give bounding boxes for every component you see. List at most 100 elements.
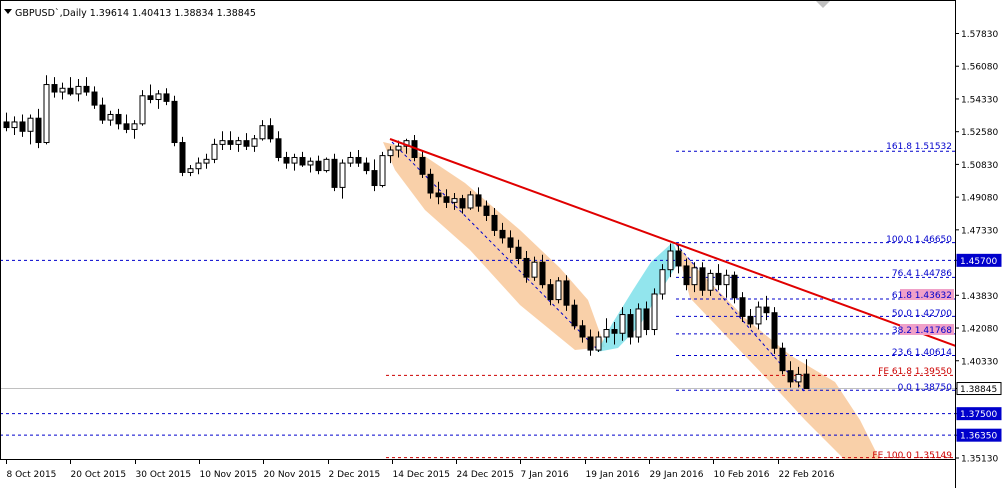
candle-body-bear — [51, 84, 58, 93]
candle-body-bear — [35, 117, 42, 144]
price-axis[interactable]: 1.57830 1.56080 1.54330 1.52580 1.50830 1.490… — [955, 0, 1002, 488]
fib-label-23-6: 23.6 1.40614 — [892, 348, 952, 358]
candle — [227, 131, 234, 151]
candle-body-bear — [507, 237, 514, 248]
candle-body-bear — [371, 170, 378, 187]
level-price-label-box — [956, 428, 1002, 442]
candle — [747, 308, 754, 328]
candle — [395, 140, 402, 158]
candle — [451, 193, 458, 210]
candle-body-bull — [603, 329, 610, 338]
candle — [667, 243, 674, 278]
level-labels: 161.8 1.51532 100.0 1.46650 76.4 1.44786… — [872, 142, 954, 461]
candle — [187, 164, 194, 177]
candle — [491, 207, 498, 237]
candle-body-bull — [651, 293, 658, 331]
resistance-trendline[interactable] — [389, 138, 956, 347]
candle — [627, 308, 634, 345]
symbol-info: GBPUSD`,Daily 1.39614 1.40413 1.38834 1.… — [15, 8, 256, 19]
level-price-label-box — [956, 407, 1002, 421]
price-label: 1.56080 — [961, 63, 998, 73]
bid-price-label-box — [956, 382, 1002, 396]
price-label: 1.37500 — [960, 410, 997, 420]
candle-body-bear — [515, 246, 522, 259]
time-label: 7 Jan 2016 — [521, 470, 569, 480]
candle-body-bear — [803, 373, 810, 390]
candle-body-bear — [283, 156, 290, 164]
candle-body-bear — [763, 306, 770, 314]
fib-label-100: 100.0 1.46650 — [886, 235, 952, 245]
candle — [547, 279, 554, 306]
candle — [259, 120, 266, 141]
candle — [643, 301, 650, 336]
candle-body-bear — [99, 104, 106, 121]
candle — [571, 299, 578, 330]
candle — [795, 366, 802, 388]
candle-body-bull — [251, 138, 258, 147]
candle — [539, 254, 546, 289]
candle — [35, 108, 42, 149]
candle-body-bear — [227, 140, 234, 145]
candle-body-bear — [147, 95, 154, 101]
price-label: 1.45700 — [960, 257, 997, 267]
candle-body-bull — [387, 149, 394, 157]
candle — [803, 359, 810, 390]
candle — [467, 191, 474, 210]
price-label: 1.43830 — [961, 292, 998, 302]
candle-body-bull — [595, 336, 602, 351]
fib-label-61-8: 61.8 1.43632 — [892, 291, 952, 301]
fib-label-0: 0.0 1.38750 — [898, 383, 953, 393]
candle-body-bear — [675, 250, 682, 267]
candle — [331, 153, 338, 192]
candle — [763, 295, 770, 321]
candle — [323, 157, 330, 173]
candle — [267, 118, 274, 143]
candle-body-bull — [187, 168, 194, 173]
collapse-arrow-icon[interactable] — [4, 9, 12, 14]
candle — [363, 157, 370, 175]
candle — [699, 262, 706, 296]
candle — [563, 275, 570, 311]
fib-label-38-2: 38.2 1.41768 — [892, 326, 952, 336]
candle-body-bull — [347, 156, 354, 164]
candle — [83, 77, 90, 96]
candle-body-bear — [547, 284, 554, 301]
candle-body-bull — [211, 143, 218, 160]
shift-marker-icon[interactable] — [816, 1, 830, 8]
time-label: 19 Jan 2016 — [586, 470, 640, 480]
candle-body-bear — [739, 297, 746, 317]
candle — [75, 78, 82, 102]
candle-body-bear — [747, 315, 754, 325]
candle — [499, 222, 506, 244]
candle — [251, 135, 258, 152]
candle-body-bull — [531, 261, 538, 278]
price-label: 1.35130 — [961, 454, 998, 464]
candle-body-bull — [659, 269, 666, 295]
candle-body-bear — [683, 265, 690, 286]
fe-label-100: FE 100.0 1.35149 — [872, 451, 952, 461]
candle-body-bull — [139, 95, 146, 125]
candle — [107, 110, 114, 126]
candle — [683, 258, 690, 291]
candle — [739, 292, 746, 323]
candle-body-bear — [331, 158, 338, 188]
candle — [19, 114, 26, 137]
down-channel-2 — [676, 244, 880, 459]
candle — [91, 86, 98, 109]
candle — [355, 150, 362, 167]
candle — [67, 77, 74, 96]
candles-layer — [3, 75, 810, 390]
candle-body-bear — [643, 308, 650, 331]
candle-body-bear — [731, 274, 738, 299]
candle — [123, 114, 130, 134]
candle-body-bear — [67, 87, 74, 95]
time-axis[interactable]: 8 Oct 2015 20 Oct 2015 30 Oct 2015 10 Nov 2… — [0, 459, 956, 481]
candle-body-bull — [323, 158, 330, 172]
candle-body-bear — [83, 85, 90, 93]
candle-body-bear — [627, 314, 634, 338]
time-label: 14 Dec 2015 — [393, 470, 451, 480]
candle — [147, 84, 154, 104]
candle — [555, 277, 562, 304]
